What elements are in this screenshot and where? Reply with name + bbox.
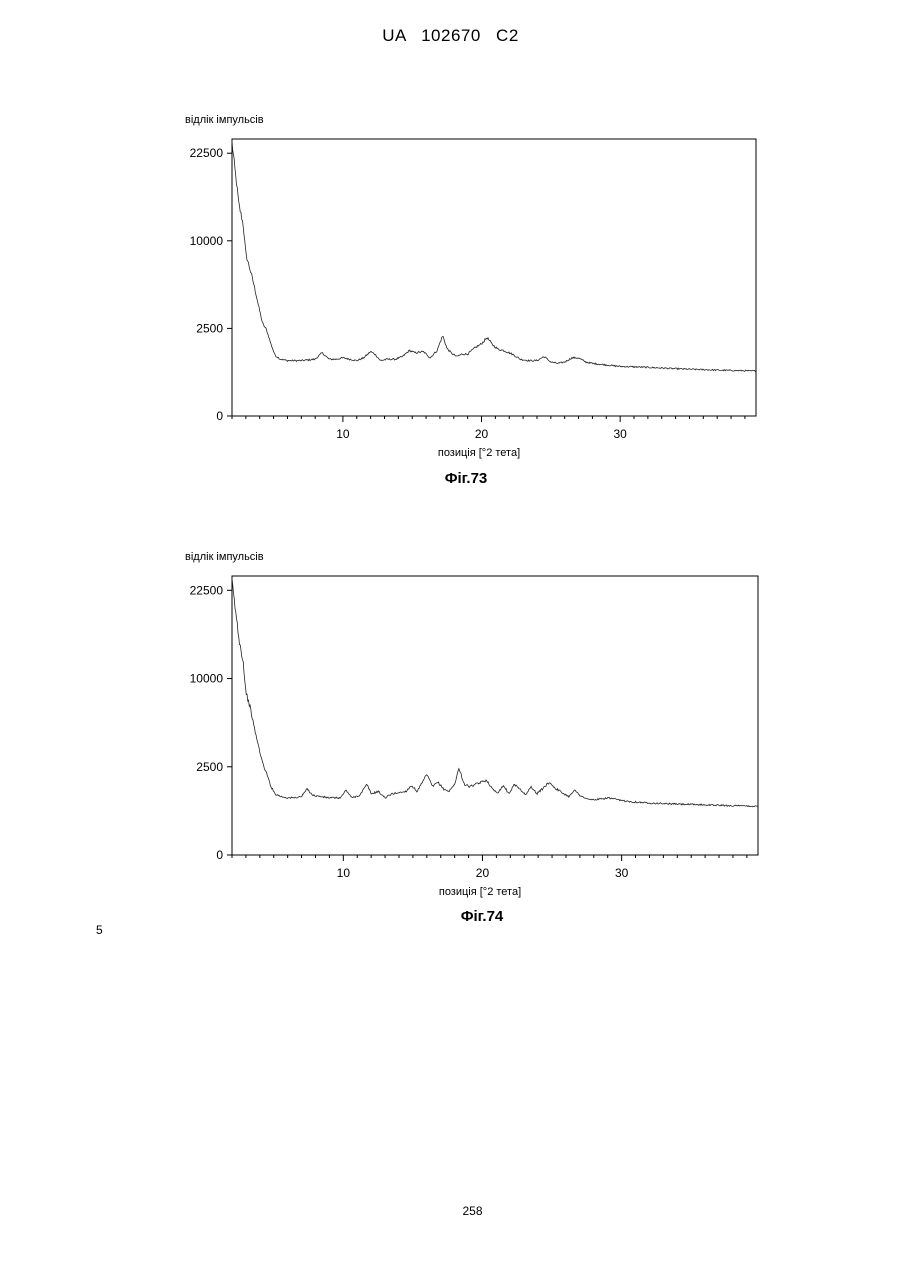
fig73-y-tick-label: 2500 — [196, 321, 223, 335]
fig74-x-tick-label: 20 — [476, 866, 490, 880]
fig73-x-axis-label: позиція [°2 тета] — [438, 447, 520, 459]
page-number: 258 — [0, 1204, 901, 1218]
fig73-x-tick-label: 10 — [336, 427, 350, 441]
fig73-plot-frame — [232, 139, 756, 416]
fig73-y-tick-label: 10000 — [190, 234, 224, 248]
fig73-y-axis-label: відлік імпульсів — [185, 114, 264, 126]
fig74-y-tick-label: 10000 — [190, 672, 224, 686]
fig73-y-tick-label: 0 — [216, 409, 223, 423]
fig74-caption: Фіг.74 — [422, 908, 542, 925]
fig74-diffraction-trace — [232, 578, 758, 807]
fig74-x-tick-label: 10 — [337, 866, 351, 880]
fig73-x-tick-label: 30 — [613, 427, 627, 441]
line-number: 5 — [96, 923, 103, 937]
fig73-caption: Фіг.73 — [406, 470, 526, 487]
fig74-plot-frame — [232, 576, 758, 855]
fig74-x-axis-label: позиція [°2 тета] — [439, 886, 521, 898]
fig73-y-tick-label: 22500 — [190, 146, 224, 160]
fig74-y-tick-label: 22500 — [190, 583, 224, 597]
fig74-y-axis-label: відлік імпульсів — [185, 551, 264, 563]
fig74-y-tick-label: 2500 — [196, 760, 223, 774]
document-header: UA 102670 C2 — [0, 26, 901, 46]
fig73-x-tick-label: 20 — [475, 427, 489, 441]
fig73-diffraction-trace — [232, 141, 756, 372]
fig74-y-tick-label: 0 — [216, 848, 223, 862]
fig74-x-tick-label: 30 — [615, 866, 629, 880]
